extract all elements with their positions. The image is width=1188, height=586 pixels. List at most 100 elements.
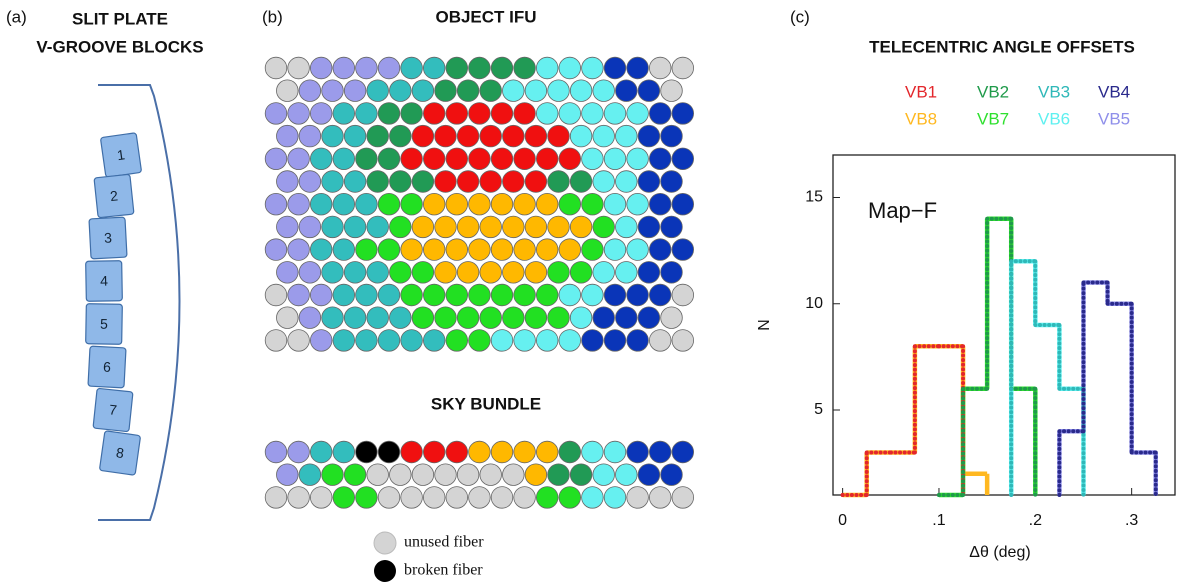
v-groove-block: 4 (85, 260, 123, 302)
fiber (592, 170, 615, 193)
y-tick-label: 10 (805, 295, 823, 312)
fiber (355, 283, 378, 307)
fiber (536, 329, 559, 352)
fiber (298, 463, 322, 486)
fiber (445, 56, 469, 80)
fiber (502, 463, 525, 486)
fiber (479, 79, 502, 102)
fiber (502, 170, 525, 193)
fiber (434, 261, 457, 284)
fiber (264, 486, 288, 509)
fiber (558, 238, 582, 261)
fiber (276, 463, 299, 486)
fiber (276, 261, 299, 284)
fiber (558, 283, 582, 307)
fiber (603, 238, 627, 261)
fiber (615, 79, 638, 102)
fiber (264, 147, 288, 171)
fiber (569, 170, 593, 193)
fiber (310, 486, 333, 509)
fiber (660, 79, 683, 102)
fiber (547, 79, 570, 102)
block-number: 7 (108, 401, 118, 418)
fiber (423, 283, 446, 307)
plot-frame (832, 154, 1176, 496)
fiber (524, 215, 548, 239)
fiber (389, 124, 412, 148)
fiber (649, 56, 672, 80)
fiber (411, 215, 435, 239)
v-groove-block: 5 (85, 303, 123, 345)
fiber (524, 261, 548, 284)
fiber (366, 215, 389, 239)
fiber (502, 306, 525, 329)
fiber (671, 440, 695, 464)
fiber (411, 170, 435, 193)
fiber (490, 192, 514, 216)
fiber (332, 56, 356, 80)
fiber (479, 306, 502, 329)
fiber (502, 261, 525, 284)
fiber (490, 486, 514, 509)
fiber (603, 147, 627, 171)
fiber (434, 215, 457, 239)
fiber (547, 170, 570, 193)
fiber (321, 306, 344, 329)
fiber (660, 463, 683, 486)
fiber (389, 170, 412, 193)
legend-label: VB3 (1038, 82, 1070, 101)
legend-label: broken fiber (404, 562, 483, 579)
fiber (343, 170, 367, 193)
y-tick-label: 15 (805, 189, 823, 206)
panel-title: V-GROOVE BLOCKS (36, 37, 203, 56)
fiber (524, 306, 548, 329)
legend-label: unused fiber (404, 534, 484, 551)
fiber (581, 329, 604, 352)
fiber (569, 261, 593, 284)
fiber (298, 124, 322, 148)
fiber (592, 79, 615, 102)
fiber (343, 261, 367, 284)
fiber (603, 329, 627, 352)
fiber (264, 440, 288, 464)
fiber (355, 147, 378, 171)
fiber (456, 124, 480, 148)
fiber (468, 329, 491, 352)
fiber (671, 56, 695, 80)
fiber (649, 440, 672, 464)
fiber (671, 147, 695, 171)
legend-swatch (373, 531, 397, 555)
fiber (310, 283, 333, 307)
fiber (264, 238, 288, 261)
fiber (321, 261, 344, 284)
fiber (310, 440, 333, 464)
block-number: 8 (115, 444, 125, 461)
fiber (445, 283, 469, 307)
block-body (88, 216, 128, 260)
fiber (264, 56, 288, 80)
fiber (603, 283, 627, 307)
fiber (558, 56, 582, 80)
fiber (468, 56, 491, 80)
fiber (456, 170, 480, 193)
fiber (310, 238, 333, 261)
fiber (490, 329, 514, 352)
fiber (287, 56, 310, 80)
block-number: 1 (116, 146, 126, 163)
fiber (536, 238, 559, 261)
panel-title: OBJECT IFU (435, 7, 536, 26)
panel-label: (b) (262, 7, 283, 26)
fiber (637, 463, 661, 486)
fiber (343, 79, 367, 102)
legend-label: VB7 (977, 109, 1009, 128)
fiber (287, 192, 310, 216)
legend-swatch (374, 560, 396, 582)
fiber (321, 463, 344, 486)
fiber (332, 486, 356, 509)
slit-plate (98, 84, 181, 521)
fiber (389, 261, 412, 284)
fiber (445, 102, 469, 125)
block-body (85, 303, 123, 345)
fiber (287, 486, 310, 509)
fiber (615, 261, 638, 284)
